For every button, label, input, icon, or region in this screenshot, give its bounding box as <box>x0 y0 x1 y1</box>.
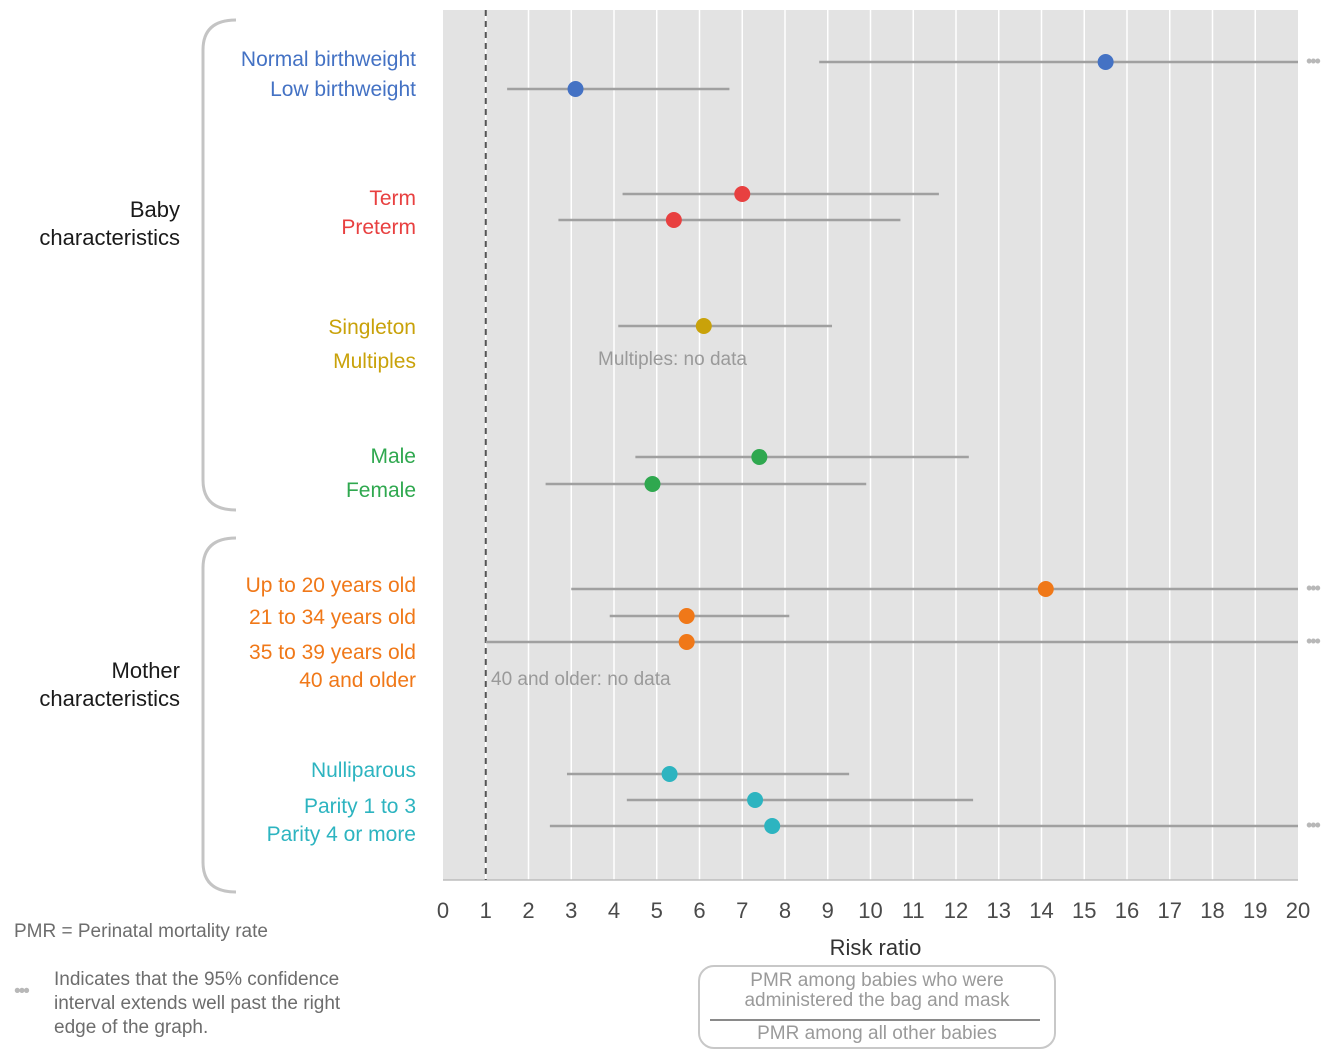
row-label: Term <box>369 187 416 210</box>
x-tick-label: 3 <box>565 898 577 923</box>
row-label: 35 to 39 years old <box>249 641 416 664</box>
x-tick-label: 11 <box>902 898 925 923</box>
no-data-note: Multiples: no data <box>598 349 747 370</box>
row-label: Up to 20 years old <box>246 574 416 597</box>
risk-ratio-formula: PMR among babies who were administered t… <box>698 965 1056 1049</box>
x-tick-label: 17 <box>1158 898 1182 923</box>
x-tick-label: 18 <box>1200 898 1224 923</box>
point-estimate <box>734 186 751 202</box>
ci-extends-icon: ••• <box>1306 578 1321 598</box>
ellipsis-icon: ••• <box>14 981 30 1002</box>
row-label: Multiples <box>333 350 416 373</box>
x-tick-label: 15 <box>1072 898 1096 923</box>
row-label: Normal birthweight <box>241 48 416 71</box>
x-tick-label: 5 <box>651 898 663 923</box>
row-label: Low birthweight <box>270 78 416 101</box>
row-label: 40 and older <box>299 669 416 692</box>
group-label: Baby <box>130 197 180 222</box>
group-brace <box>201 536 237 894</box>
formula-numerator-line-2: administered the bag and mask <box>744 990 1010 1011</box>
row-label: Singleton <box>328 316 416 339</box>
ci-note-line-2: interval extends well past the right <box>54 993 341 1014</box>
row-label: Male <box>370 445 416 468</box>
point-estimate <box>678 634 695 650</box>
formula-fraction-bar <box>710 1019 1040 1021</box>
x-tick-label: 1 <box>480 898 492 923</box>
point-estimate <box>695 318 712 334</box>
no-data-note: 40 and older: no data <box>491 669 671 690</box>
group-brace <box>201 18 237 512</box>
point-estimate <box>678 608 695 624</box>
x-tick-label: 9 <box>822 898 834 923</box>
x-axis-title: Risk ratio <box>830 935 922 960</box>
ci-note-line-3: edge of the graph. <box>54 1017 209 1038</box>
point-estimate <box>1097 54 1114 70</box>
ci-extends-icon: ••• <box>1306 51 1321 71</box>
formula-denominator: PMR among all other babies <box>757 1023 997 1044</box>
pmr-note: PMR = Perinatal mortality rate <box>14 921 268 942</box>
group-label: characteristics <box>39 225 180 250</box>
point-estimate <box>644 476 661 492</box>
row-label: Parity 4 or more <box>267 823 416 846</box>
row-label: 21 to 34 years old <box>249 606 416 629</box>
group-label: characteristics <box>39 686 180 711</box>
ci-extends-icon: ••• <box>1306 815 1321 835</box>
row-label: Female <box>346 479 416 502</box>
formula-numerator: PMR among babies who were administered t… <box>700 971 1054 1011</box>
x-tick-label: 13 <box>987 898 1011 923</box>
x-tick-label: 14 <box>1029 898 1053 923</box>
x-tick-label: 4 <box>608 898 620 923</box>
point-estimate <box>747 792 764 808</box>
row-label: Preterm <box>341 216 416 239</box>
ci-note-line-1: Indicates that the 95% confidence <box>54 969 340 990</box>
formula-numerator-line-1: PMR among babies who were <box>750 970 1004 991</box>
point-estimate <box>1037 581 1054 597</box>
x-tick-label: 12 <box>944 898 968 923</box>
group-label: Mother <box>112 658 180 683</box>
x-tick-label: 7 <box>736 898 748 923</box>
point-estimate <box>764 818 781 834</box>
x-tick-label: 19 <box>1243 898 1267 923</box>
row-label: Parity 1 to 3 <box>304 795 416 818</box>
x-tick-label: 0 <box>437 898 449 923</box>
x-tick-label: 2 <box>522 898 534 923</box>
x-tick-label: 10 <box>858 898 882 923</box>
x-tick-label: 6 <box>693 898 705 923</box>
x-tick-label: 8 <box>779 898 791 923</box>
row-label: Nulliparous <box>311 759 416 782</box>
point-estimate <box>751 449 768 465</box>
point-estimate <box>665 212 682 228</box>
x-tick-label: 20 <box>1286 898 1310 923</box>
ci-extends-icon: ••• <box>1306 631 1321 651</box>
point-estimate <box>567 81 584 97</box>
point-estimate <box>661 766 678 782</box>
x-tick-label: 16 <box>1115 898 1139 923</box>
